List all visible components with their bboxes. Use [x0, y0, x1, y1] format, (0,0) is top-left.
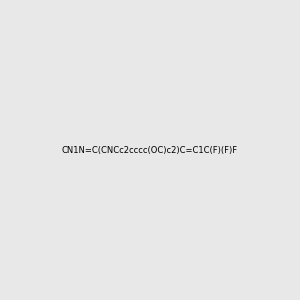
- Text: CN1N=C(CNCc2cccc(OC)c2)C=C1C(F)(F)F: CN1N=C(CNCc2cccc(OC)c2)C=C1C(F)(F)F: [62, 146, 238, 154]
